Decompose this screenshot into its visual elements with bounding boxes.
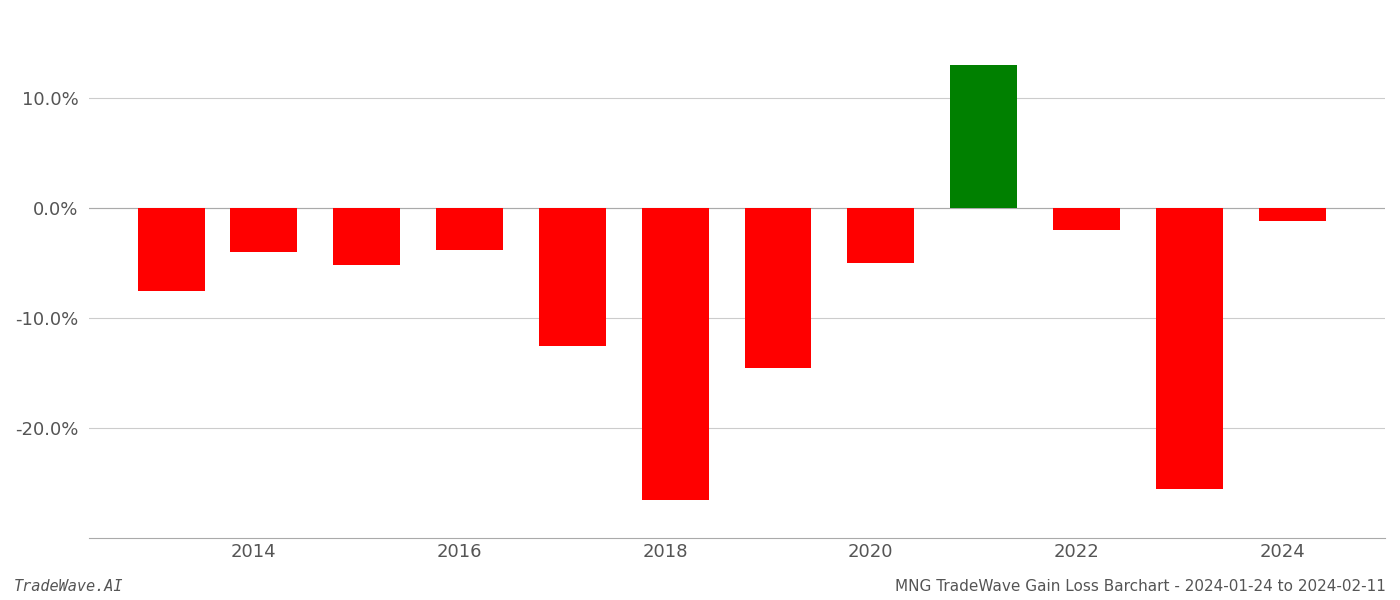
- Bar: [333, 208, 400, 265]
- Text: TradeWave.AI: TradeWave.AI: [14, 579, 123, 594]
- Text: MNG TradeWave Gain Loss Barchart - 2024-01-24 to 2024-02-11: MNG TradeWave Gain Loss Barchart - 2024-…: [895, 579, 1386, 594]
- Bar: [951, 65, 1018, 208]
- Bar: [435, 208, 503, 250]
- Bar: [539, 208, 606, 346]
- Bar: [1259, 208, 1326, 221]
- Bar: [230, 208, 297, 252]
- Bar: [1156, 208, 1224, 488]
- Bar: [745, 208, 812, 368]
- Bar: [137, 208, 204, 290]
- Bar: [641, 208, 708, 500]
- Bar: [847, 208, 914, 263]
- Bar: [1053, 208, 1120, 230]
